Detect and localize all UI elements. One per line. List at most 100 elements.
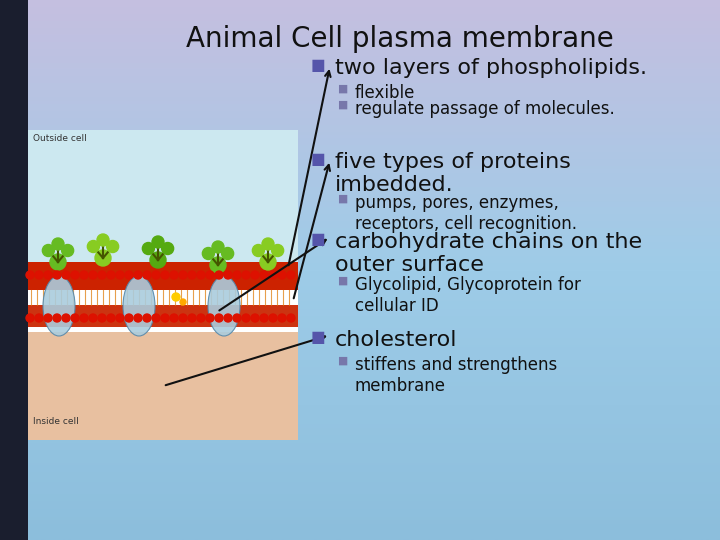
Circle shape: [278, 271, 286, 279]
Circle shape: [143, 242, 154, 254]
Text: Outside cell: Outside cell: [33, 134, 86, 143]
Circle shape: [87, 240, 99, 253]
Text: ■: ■: [310, 330, 325, 345]
Text: ■: ■: [310, 58, 325, 73]
Circle shape: [62, 271, 70, 279]
Circle shape: [152, 314, 160, 322]
Circle shape: [287, 314, 295, 322]
Text: cholesterol: cholesterol: [335, 330, 457, 350]
Text: stiffens and strengthens
membrane: stiffens and strengthens membrane: [355, 356, 557, 395]
Circle shape: [251, 314, 259, 322]
Circle shape: [180, 299, 186, 305]
Circle shape: [252, 245, 264, 256]
Circle shape: [233, 271, 241, 279]
Text: ■: ■: [337, 276, 347, 286]
Circle shape: [80, 314, 88, 322]
Circle shape: [170, 314, 178, 322]
Circle shape: [269, 314, 277, 322]
Text: carbohydrate chains on the
outer surface: carbohydrate chains on the outer surface: [335, 232, 642, 275]
Text: five types of proteins
imbedded.: five types of proteins imbedded.: [335, 152, 571, 195]
Circle shape: [35, 314, 43, 322]
Circle shape: [116, 314, 124, 322]
Circle shape: [89, 314, 97, 322]
Circle shape: [161, 271, 169, 279]
Circle shape: [35, 271, 43, 279]
Text: ■: ■: [337, 100, 347, 110]
Circle shape: [53, 314, 61, 322]
Circle shape: [224, 314, 232, 322]
Circle shape: [71, 271, 79, 279]
Circle shape: [262, 238, 274, 250]
Circle shape: [271, 245, 284, 256]
Circle shape: [269, 271, 277, 279]
Circle shape: [251, 271, 259, 279]
Circle shape: [215, 271, 223, 279]
Circle shape: [170, 271, 178, 279]
Circle shape: [212, 241, 224, 253]
Circle shape: [52, 238, 64, 250]
Ellipse shape: [208, 276, 240, 336]
Circle shape: [242, 271, 250, 279]
Text: Glycolipid, Glycoprotein for
cellular ID: Glycolipid, Glycoprotein for cellular ID: [355, 276, 581, 315]
Circle shape: [215, 314, 223, 322]
Circle shape: [143, 271, 151, 279]
Circle shape: [80, 271, 88, 279]
Circle shape: [107, 314, 115, 322]
Circle shape: [233, 314, 241, 322]
Circle shape: [95, 250, 111, 266]
Text: Animal Cell plasma membrane: Animal Cell plasma membrane: [186, 25, 614, 53]
Circle shape: [152, 271, 160, 279]
Bar: [28, 262, 298, 290]
Bar: [28, 332, 298, 440]
Circle shape: [134, 314, 142, 322]
Circle shape: [179, 314, 187, 322]
Circle shape: [42, 245, 54, 256]
Circle shape: [242, 314, 250, 322]
Circle shape: [50, 254, 66, 270]
Circle shape: [26, 271, 34, 279]
Circle shape: [202, 247, 215, 260]
Text: flexible: flexible: [355, 84, 415, 102]
Circle shape: [206, 271, 214, 279]
Bar: [28, 130, 298, 278]
Text: ■: ■: [310, 152, 325, 167]
Bar: [28, 305, 298, 327]
Text: two layers of phospholipids.: two layers of phospholipids.: [335, 58, 647, 78]
Circle shape: [89, 271, 97, 279]
Circle shape: [62, 314, 70, 322]
Circle shape: [260, 271, 268, 279]
Circle shape: [188, 271, 196, 279]
Circle shape: [97, 234, 109, 246]
Bar: [0, 0, 28, 540]
Circle shape: [197, 314, 205, 322]
Text: regulate passage of molecules.: regulate passage of molecules.: [355, 100, 615, 118]
Bar: [28, 130, 298, 440]
Circle shape: [197, 271, 205, 279]
Circle shape: [98, 314, 106, 322]
Circle shape: [161, 314, 169, 322]
Circle shape: [179, 271, 187, 279]
Circle shape: [98, 271, 106, 279]
Circle shape: [188, 314, 196, 322]
Circle shape: [71, 314, 79, 322]
Text: ■: ■: [310, 232, 325, 247]
Circle shape: [278, 314, 286, 322]
Circle shape: [53, 271, 61, 279]
Circle shape: [62, 245, 73, 256]
Ellipse shape: [123, 276, 155, 336]
Circle shape: [107, 271, 115, 279]
Circle shape: [152, 236, 164, 248]
Circle shape: [260, 254, 276, 270]
Text: Inside cell: Inside cell: [33, 417, 78, 426]
Circle shape: [125, 271, 133, 279]
Circle shape: [26, 314, 34, 322]
Circle shape: [172, 293, 180, 301]
Circle shape: [107, 240, 119, 253]
Circle shape: [150, 252, 166, 268]
Circle shape: [287, 271, 295, 279]
Circle shape: [125, 314, 133, 322]
Ellipse shape: [43, 276, 75, 336]
Circle shape: [224, 271, 232, 279]
Circle shape: [143, 314, 151, 322]
Circle shape: [44, 271, 52, 279]
